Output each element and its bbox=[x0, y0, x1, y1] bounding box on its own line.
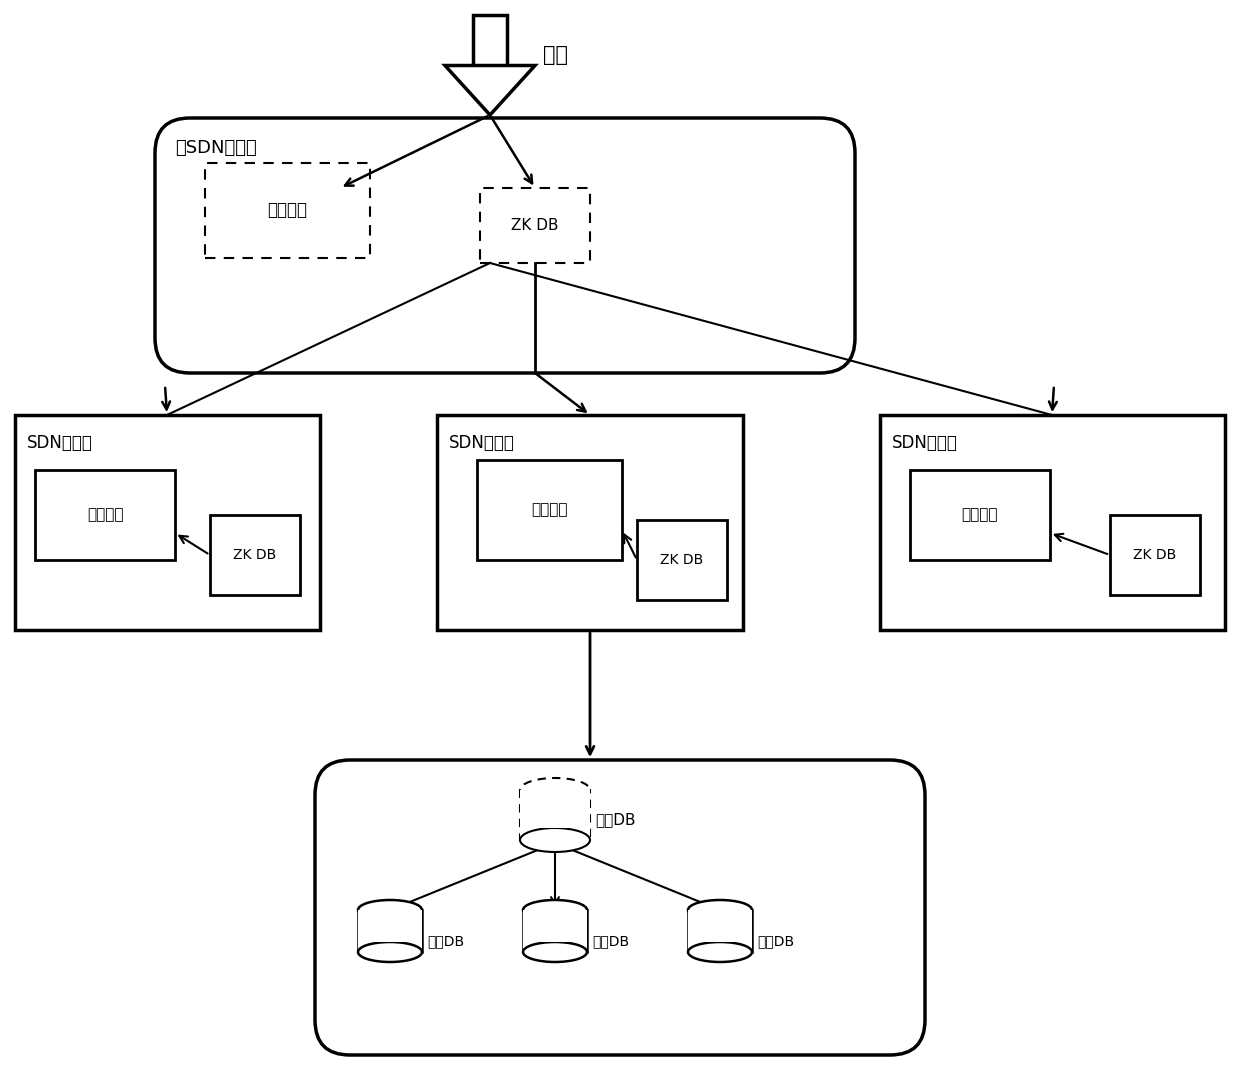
Ellipse shape bbox=[688, 900, 751, 920]
Bar bbox=[358, 911, 422, 942]
Text: SDN控制器: SDN控制器 bbox=[892, 434, 957, 451]
Text: ZK DB: ZK DB bbox=[1133, 548, 1177, 562]
Bar bbox=[1110, 515, 1200, 594]
Bar bbox=[35, 470, 175, 560]
Text: 本地DB: 本地DB bbox=[591, 934, 629, 948]
Text: SDN控制器: SDN控制器 bbox=[27, 434, 93, 451]
Bar bbox=[15, 415, 320, 630]
Text: ZK DB: ZK DB bbox=[511, 218, 559, 233]
Text: 本地DB: 本地DB bbox=[756, 934, 794, 948]
Bar bbox=[210, 515, 300, 594]
Text: SDN控制器: SDN控制器 bbox=[449, 434, 515, 451]
Bar bbox=[688, 911, 751, 952]
Text: 主SDN控制器: 主SDN控制器 bbox=[175, 139, 257, 157]
Bar bbox=[358, 911, 422, 952]
Ellipse shape bbox=[358, 900, 422, 920]
Bar bbox=[880, 415, 1225, 630]
Ellipse shape bbox=[358, 942, 422, 962]
Polygon shape bbox=[445, 66, 534, 115]
FancyBboxPatch shape bbox=[155, 118, 856, 373]
Bar bbox=[523, 911, 587, 952]
Text: 数据: 数据 bbox=[543, 45, 568, 64]
Text: 本地DB: 本地DB bbox=[427, 934, 464, 948]
Text: 本地缓存: 本地缓存 bbox=[87, 507, 123, 522]
Ellipse shape bbox=[523, 942, 587, 962]
Bar bbox=[477, 460, 622, 560]
Bar bbox=[637, 520, 727, 600]
Bar bbox=[910, 470, 1050, 560]
Bar bbox=[523, 911, 587, 952]
Text: 本地缓存: 本地缓存 bbox=[531, 502, 568, 517]
Ellipse shape bbox=[523, 900, 587, 920]
Text: ZK DB: ZK DB bbox=[233, 548, 277, 562]
Bar bbox=[358, 911, 422, 952]
Text: 本地缓存: 本地缓存 bbox=[268, 201, 308, 219]
Ellipse shape bbox=[520, 828, 590, 852]
Ellipse shape bbox=[520, 778, 590, 802]
Text: 集群DB: 集群DB bbox=[595, 813, 635, 828]
Ellipse shape bbox=[688, 942, 751, 962]
Bar bbox=[436, 415, 743, 630]
Bar bbox=[205, 163, 370, 258]
FancyBboxPatch shape bbox=[315, 760, 925, 1055]
Text: 本地缓存: 本地缓存 bbox=[962, 507, 998, 522]
Bar bbox=[520, 790, 590, 840]
Bar bbox=[480, 188, 590, 263]
Bar bbox=[688, 911, 751, 952]
Bar bbox=[520, 790, 590, 828]
Text: ZK DB: ZK DB bbox=[661, 553, 703, 567]
Bar bbox=[523, 911, 587, 942]
Bar bbox=[472, 15, 507, 66]
Bar bbox=[520, 790, 590, 840]
Bar bbox=[688, 911, 751, 942]
